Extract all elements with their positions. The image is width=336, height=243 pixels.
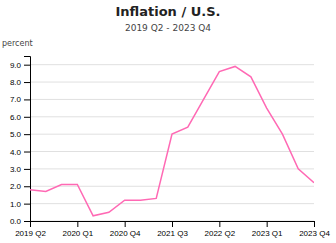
x-tick: 2022 Q2: [204, 221, 235, 238]
x-tick-mark: [125, 221, 126, 227]
y-tick-label: 5.0: [10, 130, 22, 139]
y-tick: 2.0: [10, 182, 30, 191]
y-tick: 7.0: [10, 95, 30, 104]
grid-line: [30, 99, 314, 100]
y-tick: 8.0: [10, 78, 30, 87]
x-tick: 2021 Q3: [157, 221, 188, 238]
y-tick-label: 0.0: [10, 217, 22, 226]
grid-line: [30, 82, 314, 83]
x-tick: 2023 Q1: [252, 221, 283, 238]
x-tick-label: 2022 Q2: [204, 229, 235, 238]
y-tick: 5.0: [10, 130, 30, 139]
x-tick-label: 2019 Q2: [15, 229, 46, 238]
y-tick-mark: [24, 134, 30, 135]
x-tick-label: 2023 Q1: [252, 229, 283, 238]
y-tick-label: 1.0: [10, 200, 22, 209]
grid-line: [30, 203, 314, 204]
x-tick-mark: [219, 221, 220, 227]
y-tick-label: 7.0: [10, 95, 22, 104]
line: [30, 66, 314, 215]
x-tick-mark: [172, 221, 173, 227]
chart: Inflation / U.S. 2019 Q2 - 2023 Q4 0.0 1.0 2…: [0, 0, 336, 243]
y-tick-label: 8.0: [10, 78, 22, 87]
y-tick-mark: [24, 65, 30, 66]
y-label: percent: [2, 39, 33, 48]
y-tick: 0.0: [10, 217, 30, 226]
y-tick-mark: [24, 152, 30, 153]
x-tick-mark: [267, 221, 268, 227]
grid: [30, 65, 314, 221]
y-tick-label: 2.0: [10, 182, 22, 191]
y-tick-mark: [24, 169, 30, 170]
grid-line: [30, 64, 314, 65]
x-tick: 2023 Q4: [299, 221, 330, 238]
x-tick: 2020 Q4: [110, 221, 141, 238]
y-tick: 4.0: [10, 148, 30, 157]
y-tick-label: 6.0: [10, 113, 22, 122]
y-axis-line: [24, 57, 31, 222]
y-tick-label: 3.0: [10, 165, 22, 174]
x-axis-line: [31, 222, 315, 228]
subtitle: 2019 Q2 - 2023 Q4: [125, 23, 211, 33]
y-tick: 3.0: [10, 165, 30, 174]
x-tick: 2020 Q1: [62, 221, 93, 238]
y-tick-label: 9.0: [10, 61, 22, 70]
x-tick-label: 2020 Q1: [62, 229, 93, 238]
x-axis: 2019 Q2 2020 Q1 2020 Q4 2021 Q3 2022 Q2 2023 …: [15, 221, 330, 238]
x-tick: 2019 Q2: [15, 221, 46, 238]
y-tick-mark: [24, 117, 30, 118]
y-tick-mark: [24, 186, 30, 187]
x-tick-mark: [30, 221, 31, 227]
x-tick-mark: [314, 221, 315, 227]
marks: [30, 66, 314, 215]
y-tick: 9.0: [10, 61, 30, 70]
y-tick-label: 4.0: [10, 148, 22, 157]
x-tick-label: 2020 Q4: [110, 229, 141, 238]
y-axis: 0.0 1.0 2.0 3.0 4.0 5.0 6.0 7.0 8.0 9.0: [10, 57, 31, 227]
plot: 0.0 1.0 2.0 3.0 4.0 5.0 6.0 7.0 8.0 9.0 2019 Q2 202…: [2, 39, 330, 238]
x-tick-label: 2021 Q3: [157, 229, 188, 238]
grid-line: [30, 151, 314, 152]
grid-line: [30, 168, 314, 169]
y-tick: 6.0: [10, 113, 30, 122]
x-tick-mark: [77, 221, 78, 227]
grid-line: [30, 186, 314, 187]
y-tick-mark: [24, 204, 30, 205]
title: Inflation / U.S.: [116, 4, 221, 19]
y-tick: 1.0: [10, 200, 30, 209]
y-tick-mark: [24, 99, 30, 100]
y-tick-mark: [24, 82, 30, 83]
x-tick-label: 2023 Q4: [299, 229, 330, 238]
y-tick-mark: [24, 221, 30, 222]
